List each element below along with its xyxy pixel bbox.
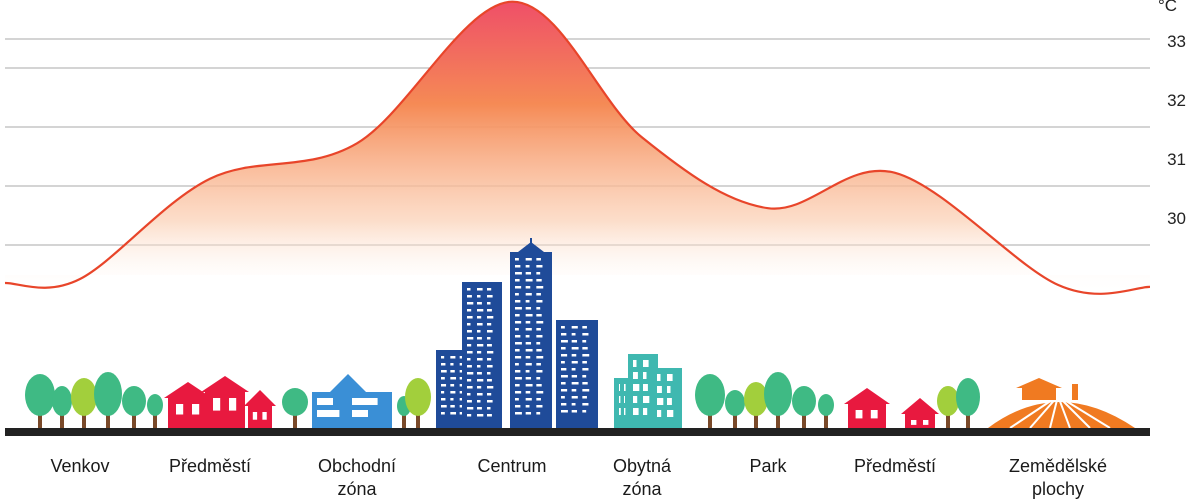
y-tick-label: 33 — [1167, 32, 1186, 51]
tree-icon — [725, 390, 745, 428]
office-roof — [330, 374, 366, 392]
zone-label: Park — [749, 456, 787, 476]
tree-icon — [52, 386, 72, 428]
zone-label: Centrum — [477, 456, 547, 476]
skyscraper-icon — [462, 282, 502, 428]
house-icon — [844, 388, 890, 428]
house-icon — [901, 398, 939, 428]
tree-icon — [937, 386, 959, 428]
tree-icon — [122, 386, 146, 428]
zone-label: Venkov — [50, 456, 110, 476]
tree-icon — [695, 374, 725, 428]
y-tick-label: 31 — [1167, 150, 1186, 169]
farm-icon — [988, 378, 1135, 429]
zone-label: Obytná zóna — [612, 456, 672, 499]
tree-icon — [405, 378, 431, 428]
house-icon — [201, 376, 249, 428]
scenery — [25, 238, 1135, 429]
zone-label: Zemědělské plochy — [1008, 456, 1108, 499]
y-tick-label: 30 — [1167, 209, 1186, 228]
antenna — [530, 238, 532, 244]
ground-line — [5, 428, 1150, 436]
tree-icon — [71, 378, 97, 428]
office-building-icon — [312, 392, 392, 428]
tree-icon — [764, 372, 792, 428]
tree-icon — [792, 386, 816, 428]
tree-icon — [956, 378, 980, 428]
temperature-area-fill — [5, 1, 1150, 294]
house-icon — [164, 382, 212, 428]
temperature-curve — [4, 0, 1151, 295]
tree-icon — [147, 394, 163, 428]
zone-label: Předměstí — [168, 456, 252, 476]
y-tick-label: 32 — [1167, 91, 1186, 110]
zone-label: Předměstí — [853, 456, 937, 476]
skyscraper-icon — [556, 320, 598, 428]
zone-label: Obchodní zóna — [317, 456, 397, 499]
tree-icon — [282, 388, 308, 428]
tree-icon — [25, 374, 55, 428]
apartment-icon — [652, 368, 682, 428]
skyscraper-icon — [510, 252, 552, 428]
tree-icon — [744, 382, 768, 428]
tree-icon — [94, 372, 122, 428]
tree-icon — [818, 394, 834, 428]
unit-label: °C — [1158, 0, 1178, 15]
skyscraper-roof — [518, 242, 544, 252]
house-icon — [244, 390, 276, 428]
